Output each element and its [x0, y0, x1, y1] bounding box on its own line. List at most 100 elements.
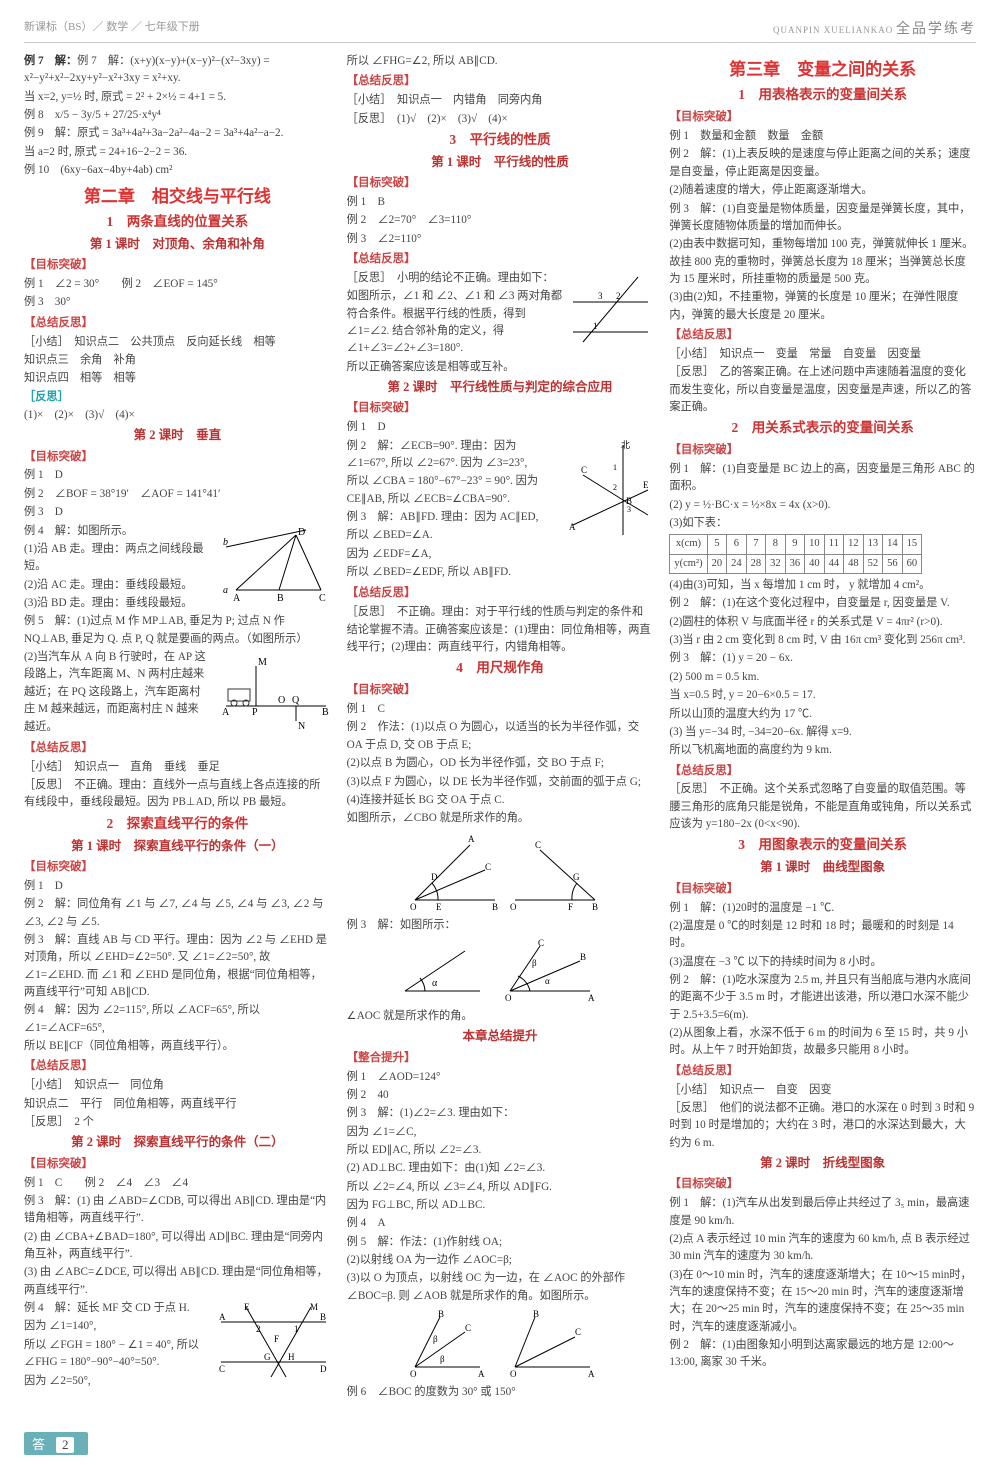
svg-text:B: B	[320, 1312, 326, 1322]
lesson-title: 第 2 课时 平行线性质与判定的综合应用	[347, 378, 654, 397]
sub-heading: 【总结反思】	[669, 763, 976, 781]
svg-text:2: 2	[256, 1324, 261, 1334]
svg-text:α: α	[432, 978, 438, 989]
compass-diagram-2: α O A B C α β	[390, 936, 610, 1006]
svg-text:A: A	[569, 522, 576, 532]
sub-heading: 【目标突破】	[24, 859, 331, 877]
column-2: 所以 ∠FHG=∠2, 所以 AB∥CD. 【总结反思】 ［小结］ 知识点一 内…	[347, 53, 654, 1403]
svg-text:Q: Q	[292, 695, 300, 706]
text: 所以 ∠CBA = 180°−67°−23° = 90°. 因为 CE∥AB, …	[347, 473, 560, 508]
text: 例 1 解：(1)自变量是 BC 边上的高，因变量是三角形 ABC 的面积。	[669, 461, 976, 496]
svg-text:O: O	[278, 695, 285, 706]
text: 例 3 解：(1) y = 20 − 6x.	[669, 650, 976, 667]
sub-heading: 【目标突破】	[24, 257, 331, 275]
section-title: 1 用表格表示的变量间关系	[669, 85, 976, 106]
text: 因为 ∠1=140°,	[24, 1318, 210, 1335]
svg-text:2: 2	[613, 483, 617, 492]
text: 例 2 40	[347, 1087, 654, 1104]
text: ［小结］ 知识点二 公共顶点 反向延长线 相等	[24, 334, 331, 351]
sub-heading: 【总结反思】	[24, 315, 331, 333]
text: (2)温度是 0 ℃的时刻是 12 时和 18 时；最暖和的时刻是 14 时。	[669, 918, 976, 953]
sub-heading: 【总结反思】	[347, 251, 654, 269]
text: ［小结］ 知识点一 直角 垂线 垂足	[24, 759, 331, 776]
text: 例 2 ∠BOF = 38°19′ ∠AOF = 141°41′	[24, 486, 331, 503]
text: ［反思］ 2 个	[24, 1114, 331, 1131]
text: 当 x=2, y=½ 时, 原式 = 2² + 2×½ = 4+1 = 5.	[24, 89, 331, 106]
svg-text:B: B	[533, 1309, 539, 1319]
compass-diagram-3: O A B C β β O A C B	[400, 1307, 600, 1382]
text: 例 2 解：同位角有 ∠1 与 ∠7, ∠4 与 ∠5, ∠4 与 ∠3, ∠2…	[24, 896, 331, 931]
section-title: 3 用图象表示的变量间关系	[669, 835, 976, 856]
svg-text:D: D	[298, 527, 305, 538]
text: ［反思］ 乙的答案正确。在上述问题中声速随着温度的变化而发生变化，所以自变量是温…	[669, 364, 976, 416]
svg-text:O: O	[510, 1369, 517, 1379]
header-brand: 全品学练考	[896, 22, 976, 37]
svg-text:B: B	[492, 902, 498, 912]
svg-text:B: B	[438, 1309, 444, 1319]
sub-heading: 【总结反思】	[669, 1063, 976, 1081]
sub-heading: 【总结反思】	[24, 740, 331, 758]
svg-text:G: G	[264, 1352, 271, 1362]
svg-text:G: G	[573, 872, 580, 882]
chapter-title: 第三章 变量之间的关系	[669, 57, 976, 83]
compass-diagram-1: O B A E D C O B F G C	[400, 830, 600, 915]
text: 因为 ∠1=∠C,	[347, 1124, 654, 1141]
text: 例 4 A	[347, 1215, 654, 1232]
svg-text:A: A	[588, 1369, 595, 1379]
text: 例 3 解：如图所示：	[347, 917, 654, 934]
text: 知识点三 余角 补角	[24, 352, 331, 369]
lesson-title: 第 1 课时 对顶角、余角和补角	[24, 235, 331, 254]
text: (4)连接并延长 BG 交 OA 于点 C.	[347, 792, 654, 809]
text: 例 1 ∠AOD=124°	[347, 1069, 654, 1086]
text: 例 5 解：作法：(1)作射线 OA;	[347, 1234, 654, 1251]
text: 例 3 解：(1)∠2=∠3. 理由如下：	[347, 1105, 654, 1122]
svg-text:B: B	[277, 593, 284, 604]
text: 例 2 解：(1)由图象知小明到达离家最远的地方是 12:00～13:00, 离…	[669, 1337, 976, 1372]
text: 例 2 作法：(1)以点 O 为圆心，以适当的长为半径作弧，交 OA 于点 D,…	[347, 719, 654, 754]
text: ［小结］ 知识点一 内错角 同旁内角	[347, 92, 654, 109]
text: 如图所示，∠1 和 ∠2、∠1 和 ∠3 两对角都符合条件。根据平行线的性质，得…	[347, 288, 565, 357]
svg-text:A: A	[222, 707, 230, 718]
text: (3)如下表：	[669, 515, 976, 532]
svg-text:3: 3	[627, 505, 631, 514]
text: 所以 ∠FHG=∠2, 所以 AB∥CD.	[347, 53, 654, 70]
sub-heading: 【总结反思】	[24, 1058, 331, 1076]
text: (2)沿 AC 走。理由：垂线段最短。	[24, 577, 215, 594]
lesson-title: 第 2 课时 探索直线平行的条件（二）	[24, 1133, 331, 1152]
sub-heading: 【目标突破】	[669, 442, 976, 460]
text: (2)以点 B 为圆心，OD 长为半径作弧，交 BO 于点 F;	[347, 755, 654, 772]
text: 例 2 解：(1)上表反映的是速度与停止距离之间的关系；速度是自变量，停止距离是…	[669, 146, 976, 181]
sub-heading: 【目标突破】	[669, 1176, 976, 1194]
lesson-title: 本章总结提升	[347, 1027, 654, 1046]
svg-text:β: β	[433, 1334, 438, 1344]
svg-text:H: H	[288, 1352, 295, 1362]
header-right: QUANPIN XUELIANKAO 全品学练考	[773, 18, 976, 38]
lesson-title: 第 1 课时 探索直线平行的条件（一）	[24, 837, 331, 856]
text: 所以 BE∥CF（同位角相等，两直线平行）。	[24, 1038, 331, 1055]
sub-heading: 【总结反思】	[347, 585, 654, 603]
svg-text:E: E	[643, 480, 649, 490]
text: 例 2 解：(1)吃水深度为 2.5 m, 并且只有当船底与港内水底间的距离不少…	[669, 972, 976, 1024]
svg-text:O: O	[410, 902, 417, 912]
text: (2)以射线 OA 为一边作 ∠AOC=β;	[347, 1252, 654, 1269]
svg-text:β: β	[532, 958, 537, 968]
table-row: x(cm) 567 8910 111213 1415	[670, 535, 922, 554]
sub-heading: 【总结反思】	[669, 327, 976, 345]
text: 例 4 解：因为 ∠2=115°, 所以 ∠ACF=65°, 所以 ∠1=∠AC…	[24, 1002, 331, 1037]
table-row: y(cm²) 202428 323640 444852 5660	[670, 554, 922, 573]
svg-text:O: O	[410, 1369, 417, 1379]
text: 例 2 ∠2=70° ∠3=110°	[347, 212, 654, 229]
svg-text:1: 1	[593, 321, 598, 331]
text: (3)在 0～10 min 时，汽车的速度逐渐增大；在 10～15 min时，汽…	[669, 1267, 976, 1336]
svg-text:B: B	[580, 952, 586, 962]
text: ［小结］ 知识点一 变量 常量 自变量 因变量	[669, 346, 976, 363]
section-title: 4 用尺规作角	[347, 658, 654, 679]
svg-text:b: b	[223, 537, 228, 548]
footer-label: 答	[32, 1437, 45, 1452]
text: (3)以 O 为顶点，以射线 OC 为一边，在 ∠AOC 的外部作 ∠BOC=β…	[347, 1270, 654, 1305]
text: (3)以点 F 为圆心，以 DE 长为半径作弧，交前面的弧于点 G;	[347, 774, 654, 791]
text: ［小结］ 知识点一 同位角	[24, 1077, 331, 1094]
svg-text:N: N	[298, 721, 305, 731]
text: (2) y = ½·BC·x = ½×8x = 4x (x>0).	[669, 497, 976, 514]
svg-text:A: A	[468, 834, 475, 844]
